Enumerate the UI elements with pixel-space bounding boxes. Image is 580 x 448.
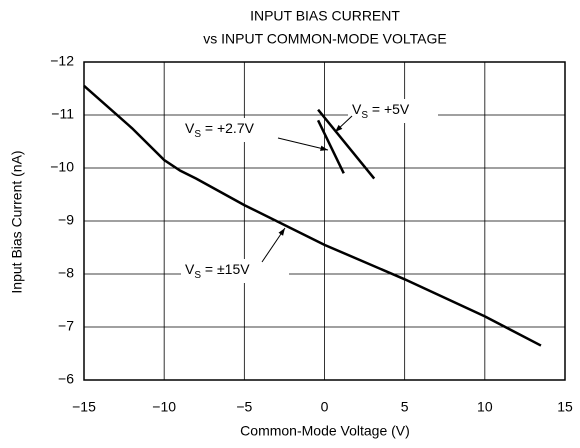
series-line [316, 119, 345, 174]
label-part: = +5V [368, 101, 410, 117]
label-background [348, 99, 438, 123]
label-subscript: S [361, 110, 368, 121]
label-background [181, 259, 289, 283]
y-tick-label: −10 [50, 159, 74, 175]
x-tick-label: −15 [72, 399, 96, 415]
arrow-head [320, 145, 328, 151]
x-tick-label: −5 [236, 399, 252, 415]
series-line [317, 108, 376, 180]
y-tick-label: −9 [58, 212, 74, 228]
x-tick-label: 5 [401, 399, 409, 415]
x-tick-label: 10 [477, 399, 493, 415]
series-label: VS = ±15V [185, 261, 250, 281]
arrow-head [278, 228, 285, 236]
series-line [83, 84, 542, 347]
chart-title: vs INPUT COMMON-MODE VOLTAGE [203, 31, 446, 47]
label-part: = +2.7V [201, 120, 255, 136]
y-tick-label: −12 [50, 53, 74, 69]
label-part: V [185, 120, 195, 136]
label-part: V [352, 101, 362, 117]
x-tick-label: 15 [557, 399, 573, 415]
series-label: VS = +2.7V [185, 120, 255, 140]
plot-frame [83, 61, 566, 381]
label-part: = ±15V [201, 261, 250, 277]
x-tick-label: −10 [152, 399, 176, 415]
label-part: V [185, 261, 195, 277]
chart-title: INPUT BIAS CURRENT [250, 8, 400, 24]
leader-line [277, 137, 329, 151]
x-axis-label: Common-Mode Voltage (V) [240, 423, 410, 439]
y-axis-label: Input Bias Current (nA) [9, 150, 25, 293]
y-tick-label: −6 [58, 371, 74, 387]
label-subscript: S [194, 270, 201, 281]
x-tick-label: 0 [321, 399, 329, 415]
arrow-head [335, 124, 343, 132]
y-tick-label: −7 [58, 318, 74, 334]
label-subscript: S [194, 129, 201, 140]
y-tick-label: −11 [51, 106, 74, 122]
label-background [181, 118, 281, 142]
y-tick-label: −8 [58, 265, 74, 281]
series-label: VS = +5V [352, 101, 410, 121]
